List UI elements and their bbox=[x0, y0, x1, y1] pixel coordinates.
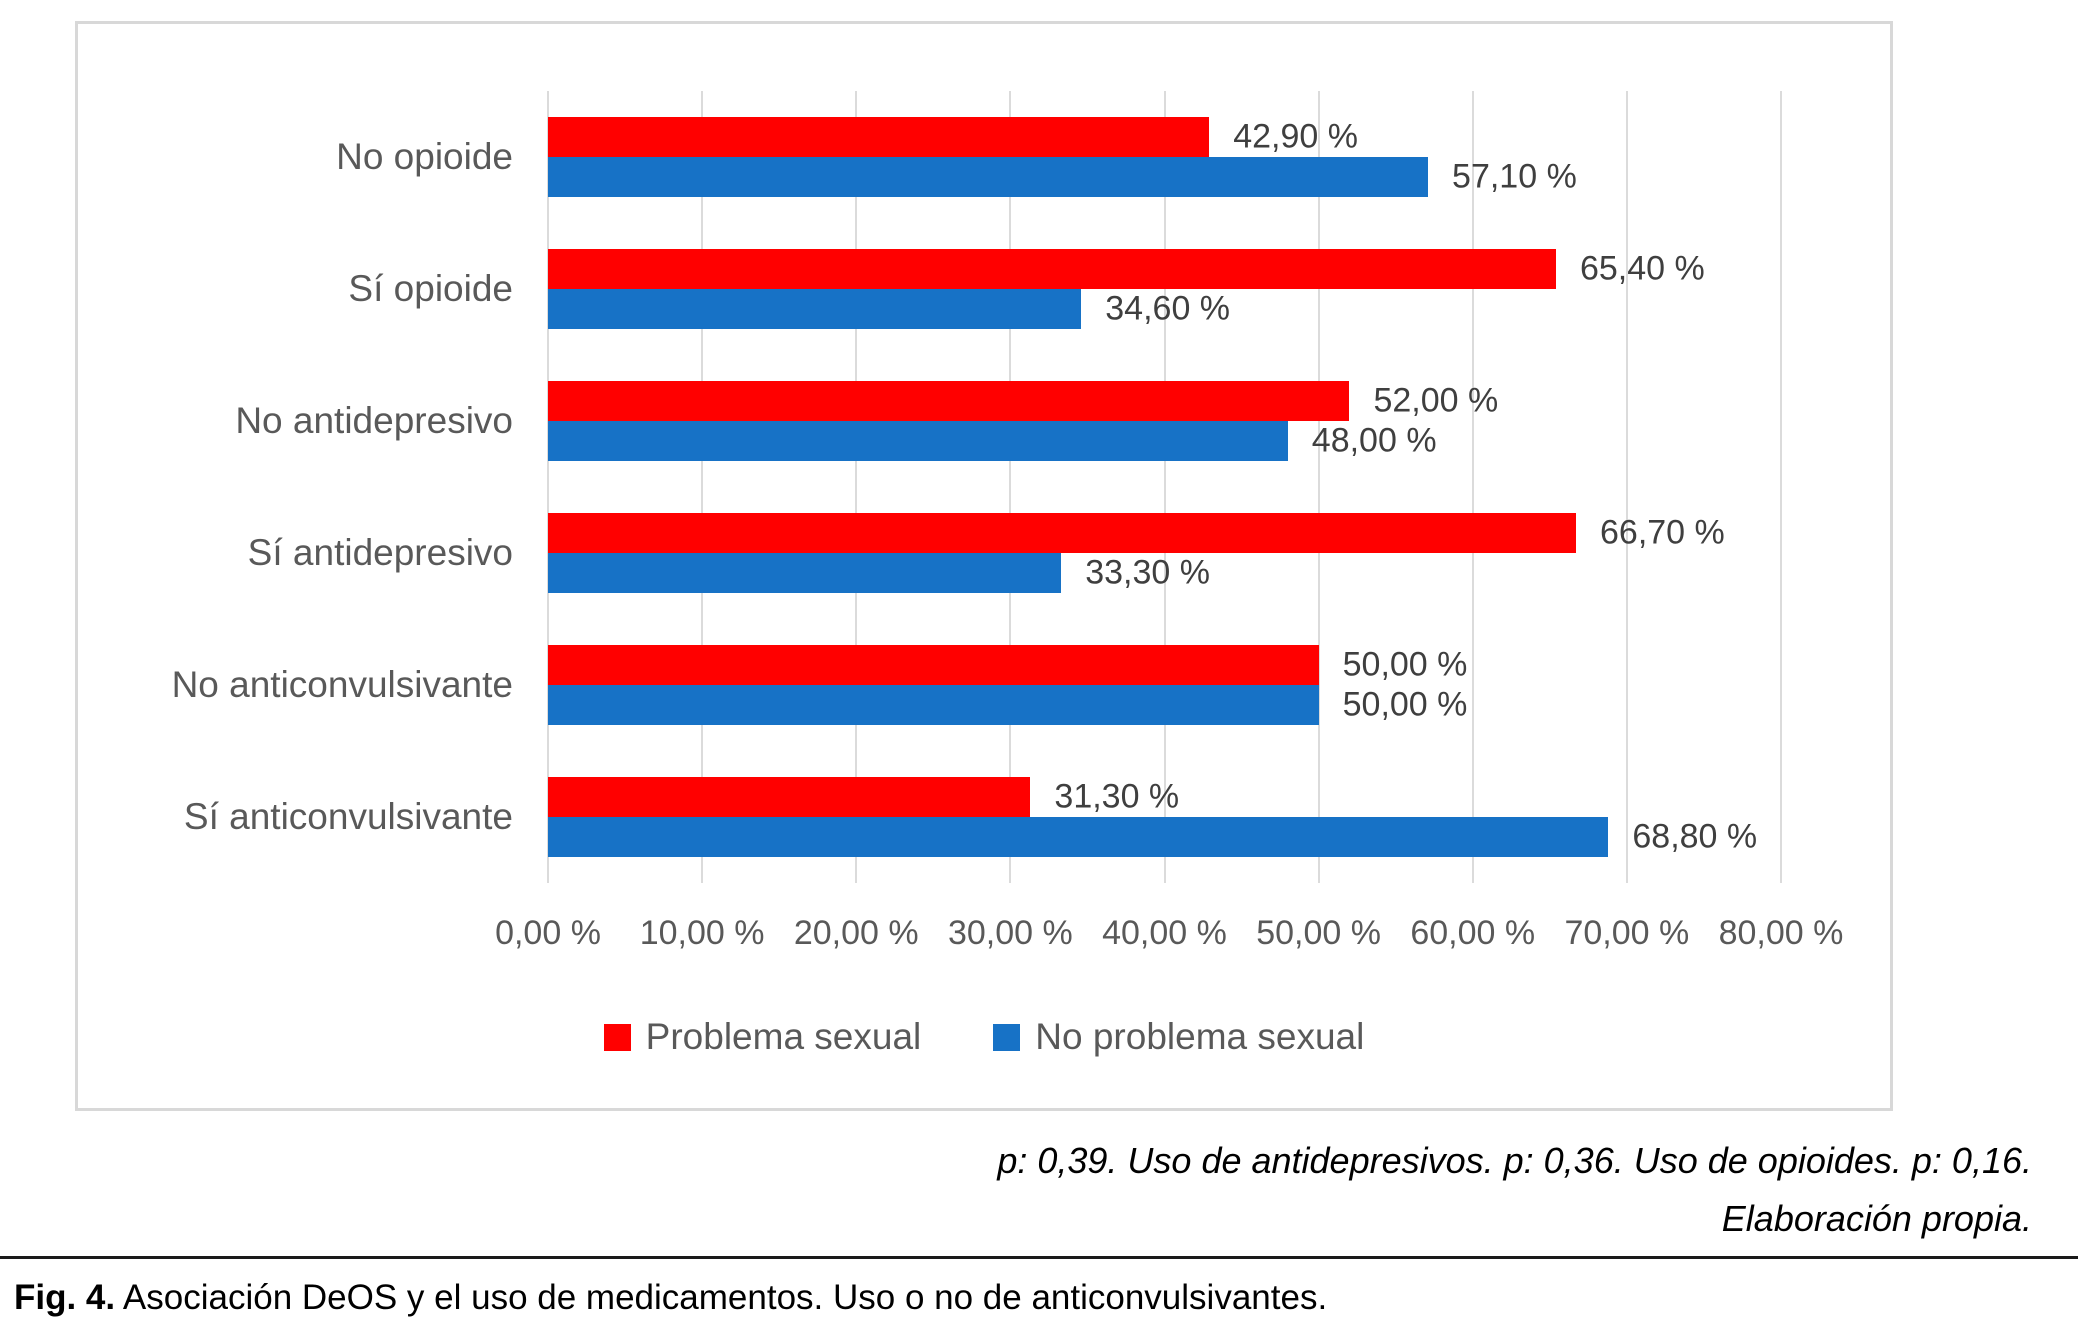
chart-area: No opioide Sí opioide No antidepresivo Sí a… bbox=[75, 21, 1893, 1111]
x-tick-30-00: 30,00 % bbox=[947, 914, 1073, 952]
data-label-no-problema-sexual-si-opioide: 34,60 % bbox=[1105, 289, 1231, 328]
legend-item-no-problema-sexual: No problema sexual bbox=[993, 1016, 1364, 1058]
legend-item-problema-sexual: Problema sexual bbox=[603, 1016, 922, 1058]
legend-swatch-no-problema-sexual bbox=[993, 1023, 1021, 1051]
data-label-problema-sexual-no-opioide: 42,90 % bbox=[1233, 117, 1358, 156]
gridline bbox=[1780, 91, 1782, 883]
category-label-si-opioide: Sí opioide bbox=[348, 268, 513, 309]
category-label-si-antidepresivo: Sí antidepresivo bbox=[247, 532, 513, 573]
category-label-no-opioide: No opioide bbox=[336, 136, 513, 177]
x-tick-50-00: 50,00 % bbox=[1256, 914, 1382, 952]
x-tick-10-00: 10,00 % bbox=[639, 914, 765, 952]
bar-problema-sexual-no-anticonvulsivante: 50,00 % bbox=[548, 645, 1467, 685]
bar-no-problema-sexual-si-anticonvulsivante: 68,80 % bbox=[548, 817, 1757, 857]
data-label-problema-sexual-si-opioide: 65,40 % bbox=[1579, 249, 1705, 288]
x-tick-80-00: 80,00 % bbox=[1718, 914, 1844, 952]
gridline bbox=[1471, 91, 1474, 883]
data-label-no-problema-sexual-no-anticonvulsivante: 50,00 % bbox=[1342, 685, 1468, 724]
bar-no-problema-sexual-no-opioide: 57,10 % bbox=[548, 157, 1577, 197]
data-label-no-problema-sexual-si-antidepresivo: 33,30 % bbox=[1085, 553, 1210, 592]
bar-problema-sexual-si-antidepresivo: 66,70 % bbox=[548, 513, 1725, 553]
gridline bbox=[701, 91, 704, 883]
legend-label-no-problema-sexual: No problema sexual bbox=[1035, 1016, 1365, 1057]
bar-problema-sexual-si-anticonvulsivante: 31,30 % bbox=[548, 777, 1179, 817]
plot-area: 42,90 % 57,10 % 65,40 % 34,60 % 52,00 % 48,00… bbox=[547, 91, 1782, 883]
legend-label-problema-sexual: Problema sexual bbox=[645, 1016, 922, 1057]
legend: Problema sexual No problema sexual bbox=[78, 1016, 1890, 1058]
bar-group-si-antidepresivo: 66,70 % 33,30 % bbox=[548, 487, 1781, 619]
figure-caption-label: Fig. 4. bbox=[14, 1278, 116, 1317]
bar-no-problema-sexual-si-antidepresivo: 33,30 % bbox=[548, 553, 1210, 593]
x-tick-70-00: 70,00 % bbox=[1564, 914, 1690, 952]
x-axis: 0,00 % 10,00 % 20,00 % 30,00 % 40,00 % 50,00 … bbox=[495, 908, 1843, 958]
bar-group-si-anticonvulsivante: 31,30 % 68,80 % bbox=[548, 751, 1781, 883]
data-label-problema-sexual-si-antidepresivo: 66,70 % bbox=[1600, 513, 1725, 552]
x-tick-20-00: 20,00 % bbox=[793, 914, 919, 952]
gridline bbox=[1317, 91, 1320, 883]
gridline bbox=[1163, 91, 1166, 883]
footnote-line-source: Elaboración propia. bbox=[1721, 1198, 2032, 1239]
bar-group-no-antidepresivo: 52,00 % 48,00 % bbox=[548, 355, 1781, 487]
bar-no-problema-sexual-no-antidepresivo: 48,00 % bbox=[548, 421, 1437, 461]
figure-caption-text: Asociación DeOS y el uso de medicamentos… bbox=[115, 1278, 1328, 1317]
data-label-problema-sexual-no-anticonvulsivante: 50,00 % bbox=[1342, 645, 1468, 684]
x-tick-0-00: 0,00 % bbox=[495, 914, 601, 952]
bar-group-si-opioide: 65,40 % 34,60 % bbox=[548, 223, 1781, 355]
data-label-no-problema-sexual-no-opioide: 57,10 % bbox=[1452, 157, 1577, 196]
data-label-problema-sexual-no-antidepresivo: 52,00 % bbox=[1373, 381, 1499, 420]
bar-problema-sexual-no-opioide: 42,90 % bbox=[548, 117, 1358, 157]
bar-problema-sexual-si-opioide: 65,40 % bbox=[548, 249, 1705, 289]
value-axis-line bbox=[547, 91, 549, 883]
data-label-no-problema-sexual-no-antidepresivo: 48,00 % bbox=[1311, 421, 1437, 460]
bar-group-no-opioide: 42,90 % 57,10 % bbox=[548, 91, 1781, 223]
category-axis: No opioide Sí opioide No antidepresivo Sí a… bbox=[78, 91, 548, 883]
gridline bbox=[1625, 91, 1628, 883]
data-label-no-problema-sexual-si-anticonvulsivante: 68,80 % bbox=[1632, 817, 1758, 856]
x-tick-60-00: 60,00 % bbox=[1410, 914, 1536, 952]
category-label-no-antidepresivo: No antidepresivo bbox=[235, 400, 513, 441]
footnote: p: 0,39. Uso de antidepresivos. p: 0,36.… bbox=[997, 1132, 2032, 1248]
data-label-problema-sexual-si-anticonvulsivante: 31,30 % bbox=[1054, 777, 1180, 816]
figure-caption: Fig. 4. Asociación DeOS y el uso de medi… bbox=[14, 1278, 1327, 1318]
category-label-no-anticonvulsivante: No anticonvulsivante bbox=[171, 664, 513, 705]
legend-swatch-problema-sexual bbox=[603, 1023, 631, 1051]
gridline bbox=[855, 91, 858, 883]
bar-no-problema-sexual-no-anticonvulsivante: 50,00 % bbox=[548, 685, 1467, 725]
footnote-line-pvalues: p: 0,39. Uso de antidepresivos. p: 0,36.… bbox=[997, 1140, 2032, 1181]
bar-group-no-anticonvulsivante: 50,00 % 50,00 % bbox=[548, 619, 1781, 751]
caption-divider bbox=[0, 1256, 2078, 1259]
bar-no-problema-sexual-si-opioide: 34,60 % bbox=[548, 289, 1230, 329]
category-label-si-anticonvulsivante: Sí anticonvulsivante bbox=[183, 796, 513, 837]
gridline bbox=[1009, 91, 1012, 883]
bar-problema-sexual-no-antidepresivo: 52,00 % bbox=[548, 381, 1498, 421]
x-tick-40-00: 40,00 % bbox=[1102, 914, 1227, 952]
